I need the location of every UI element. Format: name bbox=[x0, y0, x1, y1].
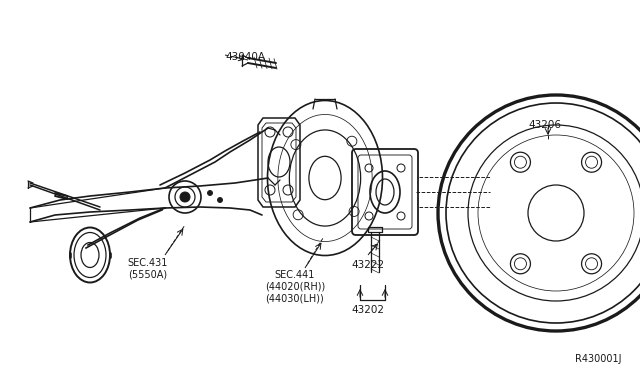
Text: 43040A: 43040A bbox=[225, 52, 265, 62]
Text: 43222: 43222 bbox=[351, 260, 385, 270]
Text: 43206: 43206 bbox=[529, 120, 561, 130]
Circle shape bbox=[511, 152, 531, 172]
Circle shape bbox=[218, 198, 223, 202]
Circle shape bbox=[207, 190, 212, 196]
Circle shape bbox=[582, 152, 602, 172]
Circle shape bbox=[511, 254, 531, 274]
Text: 43202: 43202 bbox=[351, 305, 385, 315]
Text: R430001J: R430001J bbox=[575, 354, 622, 364]
Circle shape bbox=[180, 192, 190, 202]
Text: SEC.431
(5550A): SEC.431 (5550A) bbox=[128, 258, 168, 280]
Text: SEC.441
(44020(RH))
(44030(LH)): SEC.441 (44020(RH)) (44030(LH)) bbox=[265, 270, 325, 303]
Circle shape bbox=[582, 254, 602, 274]
